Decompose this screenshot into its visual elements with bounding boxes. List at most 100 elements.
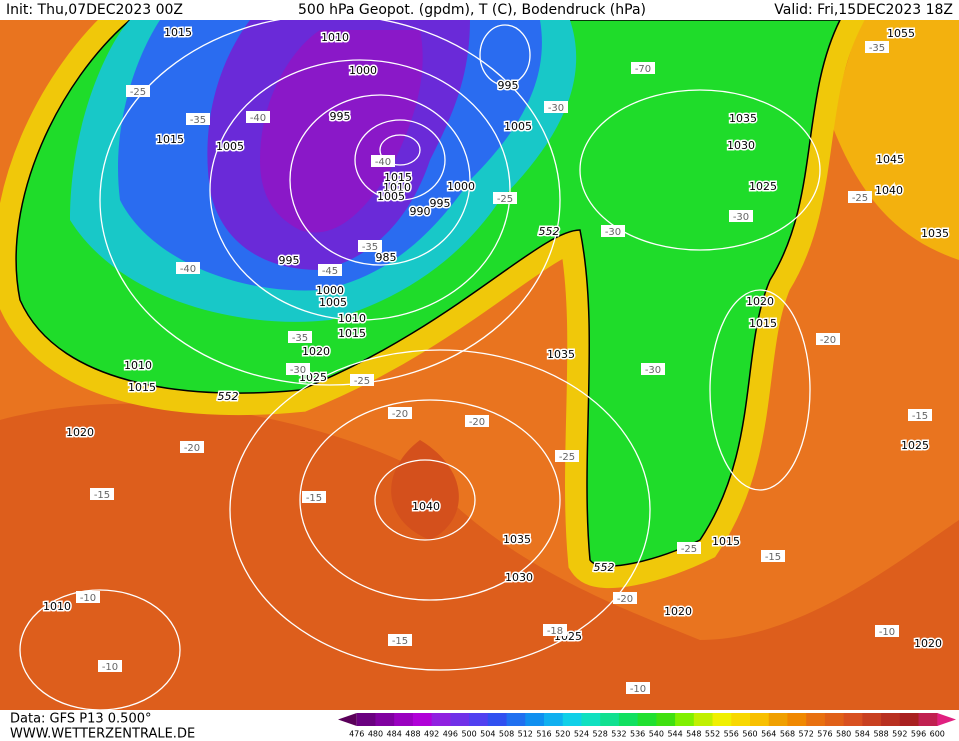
colorbar-swatch [431, 713, 451, 726]
isobar-label: 1015 [128, 381, 156, 394]
temperature-label-box [761, 550, 785, 562]
colorbar-swatch [544, 713, 564, 726]
isobar [229, 349, 651, 671]
temperature-label-box [98, 660, 122, 672]
colorbar-swatch [487, 713, 508, 726]
isobar-label: 1035 [729, 112, 757, 125]
temperature-label-box [544, 101, 568, 113]
temperature-label-box [631, 62, 655, 74]
isobar-label: 1010 [124, 359, 152, 372]
colorbar-swatch [787, 713, 807, 726]
colorbar-label: 516 [536, 730, 551, 739]
temperature-label-box [288, 331, 312, 343]
colorbar-swatch [412, 713, 433, 726]
colorbar-label: 596 [911, 730, 926, 739]
temperature-label: -25 [852, 193, 868, 204]
isobar-label: 1020 [664, 605, 692, 618]
yellow-field [830, 20, 959, 260]
isobar [579, 89, 821, 251]
colorbar-swatch [450, 713, 470, 726]
temperature-label-box [543, 624, 567, 636]
temperature-label: -20 [469, 417, 485, 428]
colorbar-label: 524 [574, 730, 589, 739]
isobar-label: 1020 [746, 295, 774, 308]
colorbar-swatch [824, 713, 845, 726]
isobar-label: 1000 [447, 180, 475, 193]
isobar-label: 1020 [66, 426, 94, 439]
isobar-label: 1010 [43, 600, 71, 613]
temperature-label: -40 [180, 264, 196, 275]
temperature-label-box [180, 441, 204, 453]
isobar-label: 1010 [383, 181, 411, 194]
isobar-label: 1015 [156, 133, 184, 146]
temperature-label-box [601, 225, 625, 237]
isobar-label: 1000 [316, 284, 344, 297]
temperature-label-box [677, 542, 701, 554]
temperature-label: -35 [190, 115, 206, 126]
colorbar-label: 580 [836, 730, 851, 739]
colorbar-label: 544 [667, 730, 682, 739]
temperature-label: -10 [630, 684, 646, 695]
temperature-label-box [493, 192, 517, 204]
field [0, 0, 959, 710]
colorbar-swatch [918, 713, 938, 726]
isobar-label: 1040 [412, 500, 440, 513]
temperature-label-box [176, 262, 200, 274]
colorbar-label: 508 [499, 730, 514, 739]
isobar-label: 985 [376, 251, 397, 264]
temperature-label-box [286, 363, 310, 375]
isobar-label: 995 [330, 110, 351, 123]
colorbar-label: 548 [686, 730, 701, 739]
temperature-label: -20 [820, 335, 836, 346]
temperature-label: -20 [617, 594, 633, 605]
isobar [209, 59, 511, 321]
colorbar-label: 488 [405, 730, 420, 739]
isobar-label: 1015 [384, 171, 412, 184]
isobar-label: 1035 [921, 227, 949, 240]
isobar-label: 1030 [727, 139, 755, 152]
temperature-label: -15 [306, 493, 322, 504]
colorbar-swatch [562, 713, 582, 726]
isobar [299, 399, 561, 601]
temperature-label: -35 [362, 242, 378, 253]
colorbar-label: 492 [424, 730, 439, 739]
contour-552-label: 552 [539, 225, 560, 238]
colorbar-label: 560 [742, 730, 757, 739]
temperature-label-box [126, 85, 150, 97]
isobar-label: 1035 [547, 348, 575, 361]
isobar [479, 24, 531, 86]
colorbar-label: 476 [349, 730, 364, 739]
colorbar-label: 520 [555, 730, 570, 739]
colorbar-label: 552 [705, 730, 720, 739]
valid-time: Valid: Fri,15DEC2023 18Z [774, 2, 953, 18]
isobar-label: 1005 [216, 140, 244, 153]
temperature-label: -40 [250, 113, 266, 124]
isobar [374, 459, 476, 541]
isobar-label: 1015 [712, 535, 740, 548]
temperature-label-box [186, 113, 210, 125]
temperature-label: -30 [733, 212, 749, 223]
colorbar-label: 600 [930, 730, 945, 739]
temperature-label-box [358, 240, 382, 252]
temperature-label-box [371, 155, 395, 167]
temperature-label: -35 [869, 43, 885, 54]
temperature-label-box [350, 374, 374, 386]
colorbar-label: 504 [480, 730, 495, 739]
isobar [19, 589, 181, 711]
colorbar-swatch [862, 713, 882, 726]
isobar [379, 134, 421, 166]
temperature-label-box [848, 191, 872, 203]
colorbar-label: 496 [443, 730, 458, 739]
temperature-label: -10 [102, 662, 118, 673]
temperature-label: -20 [184, 443, 200, 454]
isobar-label: 1035 [503, 533, 531, 546]
isobar-label: 1000 [349, 64, 377, 77]
colorbar-swatch [843, 713, 863, 726]
temperature-label-box [388, 634, 412, 646]
website: WWW.WETTERZENTRALE.DE [10, 727, 195, 741]
temperature-label: -15 [94, 490, 110, 501]
temperature-label: -25 [559, 452, 575, 463]
temperature-label-box [816, 333, 840, 345]
temperature-label: -40 [375, 157, 391, 168]
